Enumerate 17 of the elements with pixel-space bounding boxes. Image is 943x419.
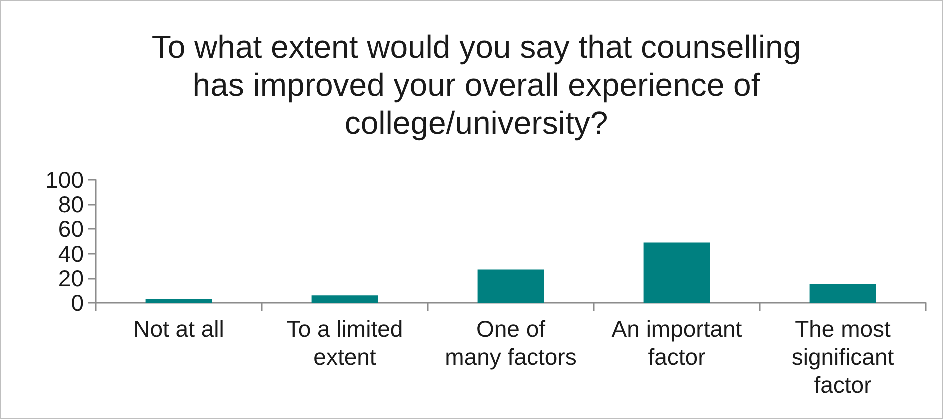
y-tick-label: 40	[58, 240, 84, 267]
x-tick-label: One of many factors	[445, 316, 577, 370]
chart-title: To what extent would you say that counselling has improved your overall experience of college/university?	[152, 29, 802, 141]
bar	[644, 242, 710, 303]
y-tick-label: 100	[46, 167, 84, 193]
x-tick-label: An important factor	[612, 316, 743, 370]
x-tick-label: Not at all	[134, 316, 224, 342]
y-tick-label: 0	[71, 290, 84, 316]
bar	[810, 284, 876, 303]
bar	[312, 296, 378, 303]
bar	[478, 270, 544, 303]
x-tick-label: To a limited extent	[286, 316, 404, 370]
x-tick-label: The most significant factor	[792, 316, 895, 398]
y-tick-label: 20	[58, 265, 84, 292]
bar	[146, 299, 212, 303]
y-tick-label: 60	[58, 216, 84, 242]
y-tick-label: 80	[58, 192, 84, 218]
